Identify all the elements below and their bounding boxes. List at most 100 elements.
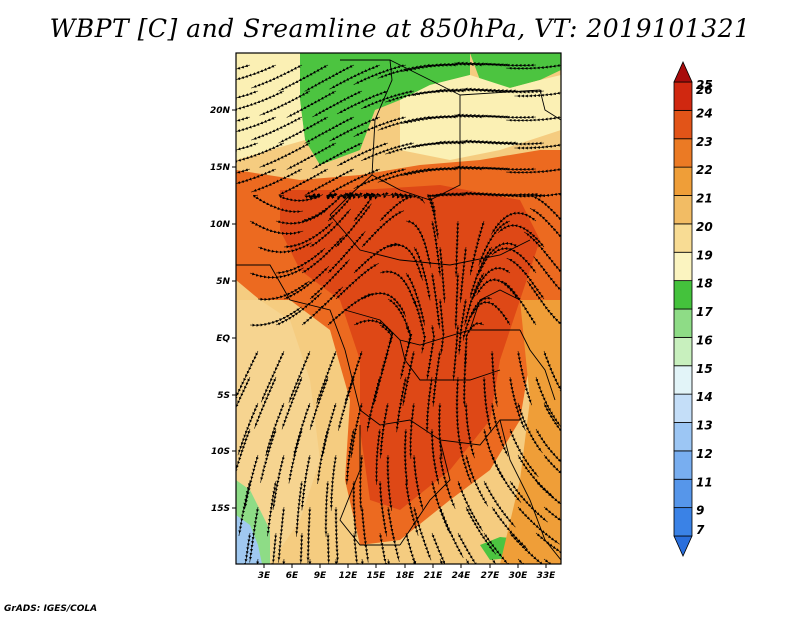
streamline <box>425 376 434 433</box>
streamline <box>412 454 424 511</box>
streamline <box>562 377 597 421</box>
streamline <box>326 532 331 564</box>
colorbar-segment <box>673 138 693 168</box>
streamline <box>465 558 495 564</box>
colorbar-segment <box>673 393 693 423</box>
streamline <box>430 429 440 485</box>
streamline <box>459 246 468 303</box>
streamline <box>455 376 460 433</box>
streamline <box>413 246 431 301</box>
lon-label-12e: 12E <box>339 571 359 581</box>
lat-label-20n: 20N <box>210 106 231 116</box>
streamline <box>535 480 561 516</box>
streamline <box>465 454 489 507</box>
streamline <box>298 532 304 564</box>
streamline <box>306 506 312 564</box>
streamlines <box>236 61 620 583</box>
streamline <box>454 272 460 329</box>
streamline <box>506 63 561 70</box>
colorbar-label: 26 <box>696 83 713 97</box>
streamline <box>260 428 277 483</box>
streamline <box>387 558 400 564</box>
streamline <box>379 402 389 459</box>
lon-label-33e: 33E <box>537 571 557 581</box>
streamline <box>329 454 338 511</box>
streamline <box>345 428 355 485</box>
colorbar-label: 12 <box>696 447 713 461</box>
colorbar-label: 21 <box>696 192 713 206</box>
colorbar-segment <box>673 223 693 253</box>
lon-label-9e: 9E <box>314 571 327 581</box>
streamline <box>570 559 620 583</box>
lon-label-3e: 3E <box>258 571 271 581</box>
streamline <box>386 506 400 562</box>
streamline <box>352 480 358 537</box>
streamline <box>277 558 286 564</box>
colorbar-segment <box>673 308 693 338</box>
lat-label-eq: EQ <box>216 334 230 344</box>
colorbar-label: 22 <box>696 163 713 177</box>
streamline <box>338 376 355 431</box>
colorbar-label: 14 <box>696 390 713 404</box>
streamline <box>361 210 405 248</box>
streamline <box>438 454 456 509</box>
streamline <box>535 428 561 470</box>
lat-axis: 20N 15N 10N 5N EQ 5S 10S 15S <box>210 106 236 514</box>
streamline <box>506 115 561 122</box>
streamline <box>543 402 561 447</box>
streamline <box>431 532 454 564</box>
colorbar-label: 13 <box>696 419 713 433</box>
colorbar-segment <box>673 109 693 140</box>
streamline <box>403 428 409 485</box>
streamline <box>462 350 468 408</box>
colorbar-label: 18 <box>696 277 713 291</box>
streamline <box>324 480 330 537</box>
streamline <box>335 262 379 300</box>
streamline <box>277 506 286 563</box>
streamline <box>570 507 620 532</box>
streamline <box>457 532 486 564</box>
streamline <box>562 429 605 465</box>
streamline <box>570 351 605 395</box>
streamline <box>529 208 561 247</box>
colorbar-segment <box>673 81 693 111</box>
streamline <box>516 350 533 406</box>
streamline <box>334 507 340 564</box>
colorbar-label: 24 <box>696 106 713 120</box>
colorbar-label: 20 <box>696 220 713 234</box>
colorbar-segment <box>673 478 693 509</box>
streamline <box>334 558 339 564</box>
streamline <box>269 532 278 564</box>
streamline <box>413 298 427 354</box>
lat-label-10s: 10S <box>211 447 230 457</box>
lat-label-5s: 5S <box>217 391 230 401</box>
streamline <box>562 481 610 510</box>
streamline <box>366 376 381 432</box>
streamline <box>413 558 431 564</box>
colorbar-segment <box>673 422 693 452</box>
lon-label-27e: 27E <box>481 571 501 581</box>
colorbar-label: 25 <box>696 78 713 92</box>
streamline <box>438 246 446 303</box>
streamline <box>360 506 369 563</box>
streamline <box>306 558 312 564</box>
streamline <box>374 428 382 485</box>
streamline <box>295 480 304 537</box>
colorbar-segment <box>673 195 693 225</box>
streamline <box>240 532 252 564</box>
colorbar-segment <box>673 450 693 480</box>
streamline <box>409 402 416 459</box>
streamline <box>437 402 443 459</box>
lon-label-30e: 30E <box>509 571 529 581</box>
lon-label-18e: 18E <box>396 571 416 581</box>
streamline <box>378 532 391 564</box>
colorbar-segment <box>673 336 693 367</box>
streamline <box>236 428 251 480</box>
streamline <box>570 455 617 485</box>
grads-credit: GrADS: IGES/COLA <box>4 604 98 614</box>
streamline <box>454 220 460 278</box>
streamline <box>527 281 561 325</box>
streamline <box>360 558 369 564</box>
